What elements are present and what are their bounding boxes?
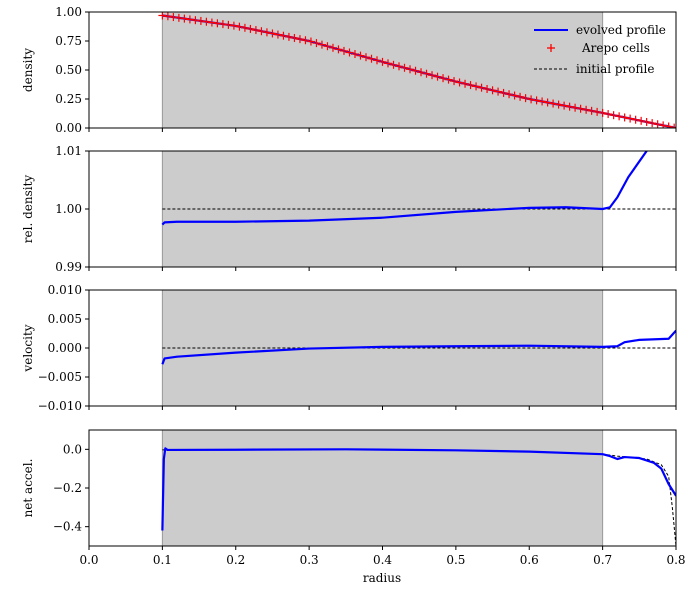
y-tick-label: 1.01: [55, 144, 82, 158]
panel-4: 0.0 −0.2 −0.4 net accel.: [21, 429, 677, 550]
evolved-profile-line: [161, 151, 648, 226]
y-axis-label: density: [21, 48, 35, 92]
legend-cells-label: Arepo cells: [581, 41, 650, 55]
y-tick-label: −0.2: [53, 481, 82, 495]
x-axis-label: radius: [363, 571, 401, 585]
x-tick-label: 0.7: [593, 553, 612, 567]
x-tick-label: 0.6: [520, 553, 539, 567]
evolved-profile-line: [161, 447, 676, 531]
panel-1: 0.00 0.25 0.50 0.75 1.00 density: [21, 5, 677, 135]
x-tick-label: 0.2: [226, 553, 245, 567]
y-tick-label: 0.00: [55, 121, 82, 135]
shaded-region: [162, 12, 603, 128]
y-tick-label: −0.010: [38, 399, 82, 413]
x-tick-label: 0.3: [300, 553, 319, 567]
x-tick-label: 0.1: [153, 553, 172, 567]
y-axis-label: net accel.: [21, 459, 35, 518]
y-tick-label: 0.0: [63, 442, 82, 456]
panel-2: 0.99 1.00 1.01 rel. density: [21, 144, 677, 274]
y-tick-label: 0.25: [55, 92, 82, 106]
legend-evolved-label: evolved profile: [576, 23, 666, 37]
y-tick-label: −0.005: [38, 370, 82, 384]
arepo-cells-markers: [158, 12, 676, 128]
y-tick-label: 0.010: [48, 283, 82, 297]
y-axis-label: velocity: [21, 324, 35, 372]
legend: evolved profile Arepo cells initial prof…: [534, 23, 666, 76]
legend-initial-label: initial profile: [576, 62, 654, 76]
y-tick-label: 0.75: [55, 34, 82, 48]
evolved-profile-line: [161, 329, 676, 365]
y-tick-label: −0.4: [53, 520, 83, 534]
y-axis-label: rel. density: [21, 175, 35, 244]
x-tick-label: 0.5: [446, 553, 465, 567]
legend-cells-marker: [547, 44, 555, 52]
initial-profile-line: [162, 448, 676, 546]
y-tick-label: 1.00: [55, 202, 82, 216]
y-tick-label: 0.000: [48, 341, 82, 355]
x-tick-label: 0.8: [666, 553, 685, 567]
y-tick-label: 0.99: [55, 260, 82, 274]
x-tick-label: 0.4: [373, 553, 392, 567]
y-tick-label: 0.50: [55, 63, 82, 77]
panel-3: 0.010 0.005 0.000 −0.005 −0.010 velocity: [21, 283, 677, 413]
x-tick-label: 0.0: [79, 553, 98, 567]
y-tick-label: 0.005: [48, 312, 82, 326]
y-tick-label: 1.00: [55, 5, 82, 19]
shaded-region: [162, 430, 603, 546]
